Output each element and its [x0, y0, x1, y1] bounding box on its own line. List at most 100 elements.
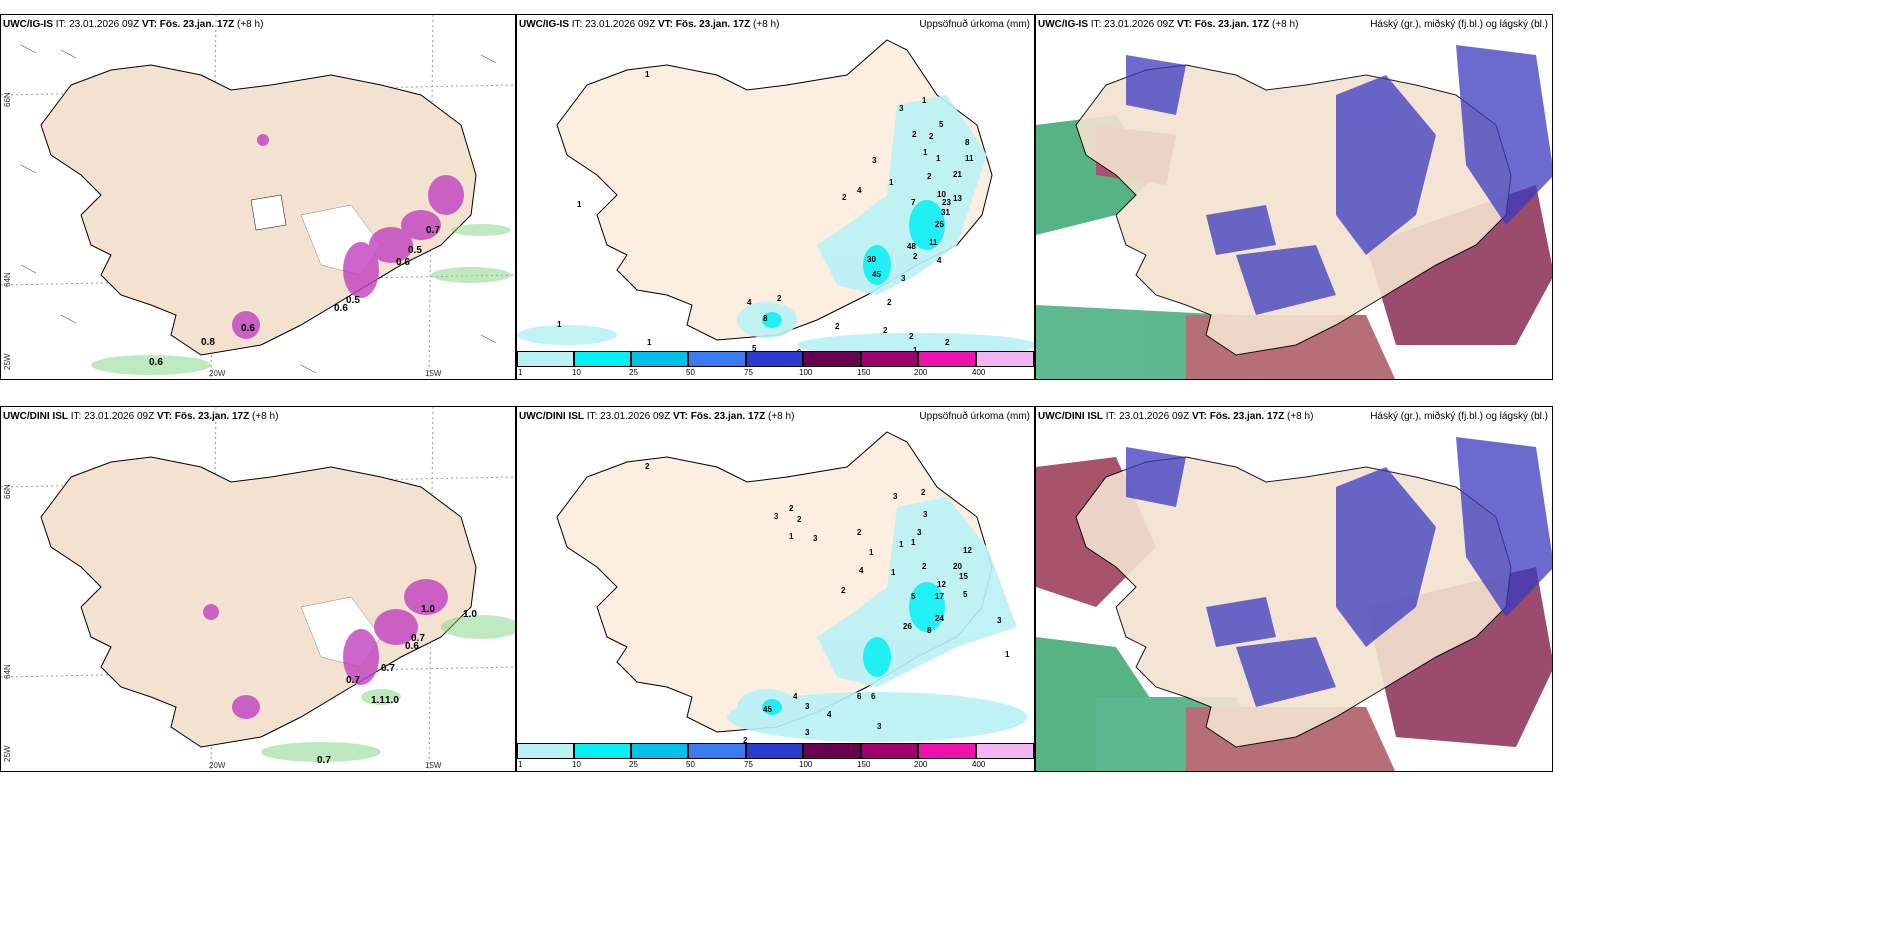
lat-label: 64N: [3, 664, 12, 679]
svg-text:0.7: 0.7: [346, 675, 360, 686]
svg-text:3: 3: [901, 274, 906, 283]
colorbar-tick: 10: [572, 368, 581, 377]
colorbar-tick: 1: [518, 760, 523, 769]
svg-text:3: 3: [813, 534, 818, 543]
wind-map-bottom: 1.0 1.0 0.6 0.7 0.7 0.7 1.1 1.0 0.7: [1, 407, 515, 771]
panel-header: UWC/DINI ISL IT: 23.01.2026 09Z VT: Fös.…: [3, 411, 279, 422]
svg-text:2: 2: [835, 322, 840, 331]
svg-text:30: 30: [867, 255, 876, 264]
svg-text:48: 48: [907, 242, 916, 251]
wind-panel-bottom: 1.0 1.0 0.6 0.7 0.7 0.7 1.1 1.0 0.7 UWC/…: [0, 406, 516, 772]
svg-text:21: 21: [953, 170, 962, 179]
colorbar-swatch: [918, 351, 976, 367]
colorbar-swatch: [861, 743, 918, 759]
svg-text:1: 1: [577, 200, 582, 209]
precip-panel-bottom: 2 3 2 1 3 2 3 2 3 2 1 1 1 3 12 2 4 1 2 2…: [516, 406, 1035, 772]
svg-text:0.7: 0.7: [381, 663, 395, 674]
svg-text:2: 2: [777, 294, 782, 303]
svg-text:5: 5: [963, 590, 968, 599]
svg-text:4: 4: [793, 692, 798, 701]
svg-text:45: 45: [763, 705, 772, 714]
precip-values: 3 1 2 5 2 1 1 8 11 2 21 10 23 7 13 31 25…: [557, 70, 974, 359]
svg-text:24: 24: [935, 614, 944, 623]
svg-text:0.7: 0.7: [426, 225, 440, 236]
svg-text:0.8: 0.8: [201, 337, 215, 348]
panel-header: UWC/IG-IS IT: 23.01.2026 09Z VT: Fös. 23…: [1038, 19, 1299, 30]
svg-text:0.5: 0.5: [408, 245, 422, 256]
precip-title: Uppsöfnuð úrkoma (mm): [919, 411, 1030, 422]
svg-text:2: 2: [645, 462, 650, 471]
svg-text:0.6: 0.6: [149, 357, 163, 368]
wind-barbs: [20, 44, 497, 374]
svg-text:0.6: 0.6: [396, 257, 410, 268]
colorbar-tick: 150: [857, 760, 871, 769]
svg-text:2: 2: [929, 132, 934, 141]
svg-text:4: 4: [747, 298, 752, 307]
svg-text:2: 2: [913, 252, 918, 261]
svg-text:3: 3: [899, 104, 904, 113]
wind-labels: 0.5 0.7 0.6 0.5 0.6 0.6 0.8 0.6: [149, 225, 440, 368]
cloud-panel-bottom: UWC/DINI ISL IT: 23.01.2026 09Z VT: Fös.…: [1035, 406, 1553, 772]
svg-text:1: 1: [869, 548, 874, 557]
colorbar-tick: 75: [744, 760, 753, 769]
svg-text:20: 20: [953, 562, 962, 571]
precip-title: Uppsöfnuð úrkoma (mm): [919, 19, 1030, 30]
precip-map-bottom: 2 3 2 1 3 2 3 2 3 2 1 1 1 3 12 2 4 1 2 2…: [556, 431, 1027, 745]
svg-text:31: 31: [941, 208, 950, 217]
panel-header: UWC/DINI ISL IT: 23.01.2026 09Z VT: Fös.…: [1038, 411, 1314, 422]
svg-text:12: 12: [937, 580, 946, 589]
svg-text:1: 1: [645, 70, 650, 79]
svg-text:3: 3: [923, 510, 928, 519]
svg-text:23: 23: [942, 198, 951, 207]
colorbar-tick: 50: [686, 760, 695, 769]
svg-text:10: 10: [937, 190, 946, 199]
colorbar-swatch: [976, 743, 1034, 759]
svg-text:1: 1: [1005, 650, 1010, 659]
svg-text:3: 3: [805, 702, 810, 711]
colorbar: 1 10 25 50 75 100 150 200 400: [517, 351, 1034, 379]
colorbar-swatch: [631, 743, 688, 759]
svg-text:11: 11: [929, 238, 938, 247]
svg-text:3: 3: [917, 528, 922, 537]
green-bands: [91, 224, 511, 375]
svg-text:3: 3: [774, 512, 779, 521]
svg-text:4: 4: [827, 710, 832, 719]
svg-text:0.7: 0.7: [411, 633, 425, 644]
precip-blobs: [232, 134, 464, 339]
colorbar-swatch: [517, 743, 574, 759]
svg-text:4: 4: [937, 256, 942, 265]
colorbar-swatch: [861, 351, 918, 367]
svg-text:3: 3: [997, 616, 1002, 625]
colorbar-tick: 25: [629, 368, 638, 377]
svg-text:1.0: 1.0: [421, 604, 435, 615]
svg-text:17: 17: [935, 592, 944, 601]
svg-text:2: 2: [797, 515, 802, 524]
colorbar-swatch: [574, 743, 631, 759]
colorbar: 1 10 25 50 75 100 150 200 400: [517, 743, 1034, 771]
svg-text:0.6: 0.6: [334, 303, 348, 314]
svg-text:2: 2: [921, 488, 926, 497]
svg-text:2: 2: [887, 298, 892, 307]
colorbar-tick: 200: [914, 368, 928, 377]
svg-text:6: 6: [857, 692, 862, 701]
colorbar-swatch: [688, 351, 746, 367]
svg-text:8: 8: [965, 138, 970, 147]
svg-text:4: 4: [859, 566, 864, 575]
svg-text:12: 12: [963, 546, 972, 555]
lon-label: 15W: [425, 761, 442, 770]
svg-text:3: 3: [893, 492, 898, 501]
cloud-map-bottom: [1036, 407, 1552, 771]
colorbar-swatch: [803, 351, 861, 367]
colorbar-tick: 50: [686, 368, 695, 377]
colorbar-tick: 150: [857, 368, 871, 377]
svg-text:2: 2: [927, 172, 932, 181]
svg-text:2: 2: [841, 586, 846, 595]
svg-text:26: 26: [903, 622, 912, 631]
svg-text:2: 2: [743, 736, 748, 745]
colorbar-tick: 100: [799, 760, 813, 769]
svg-text:0.6: 0.6: [405, 641, 419, 652]
precip-panel-top: 3 1 2 5 2 1 1 8 11 2 21 10 23 7 13 31 25…: [516, 14, 1035, 380]
svg-text:2: 2: [789, 504, 794, 513]
lon-label: 20W: [209, 761, 226, 770]
colorbar-tick: 400: [972, 760, 986, 769]
